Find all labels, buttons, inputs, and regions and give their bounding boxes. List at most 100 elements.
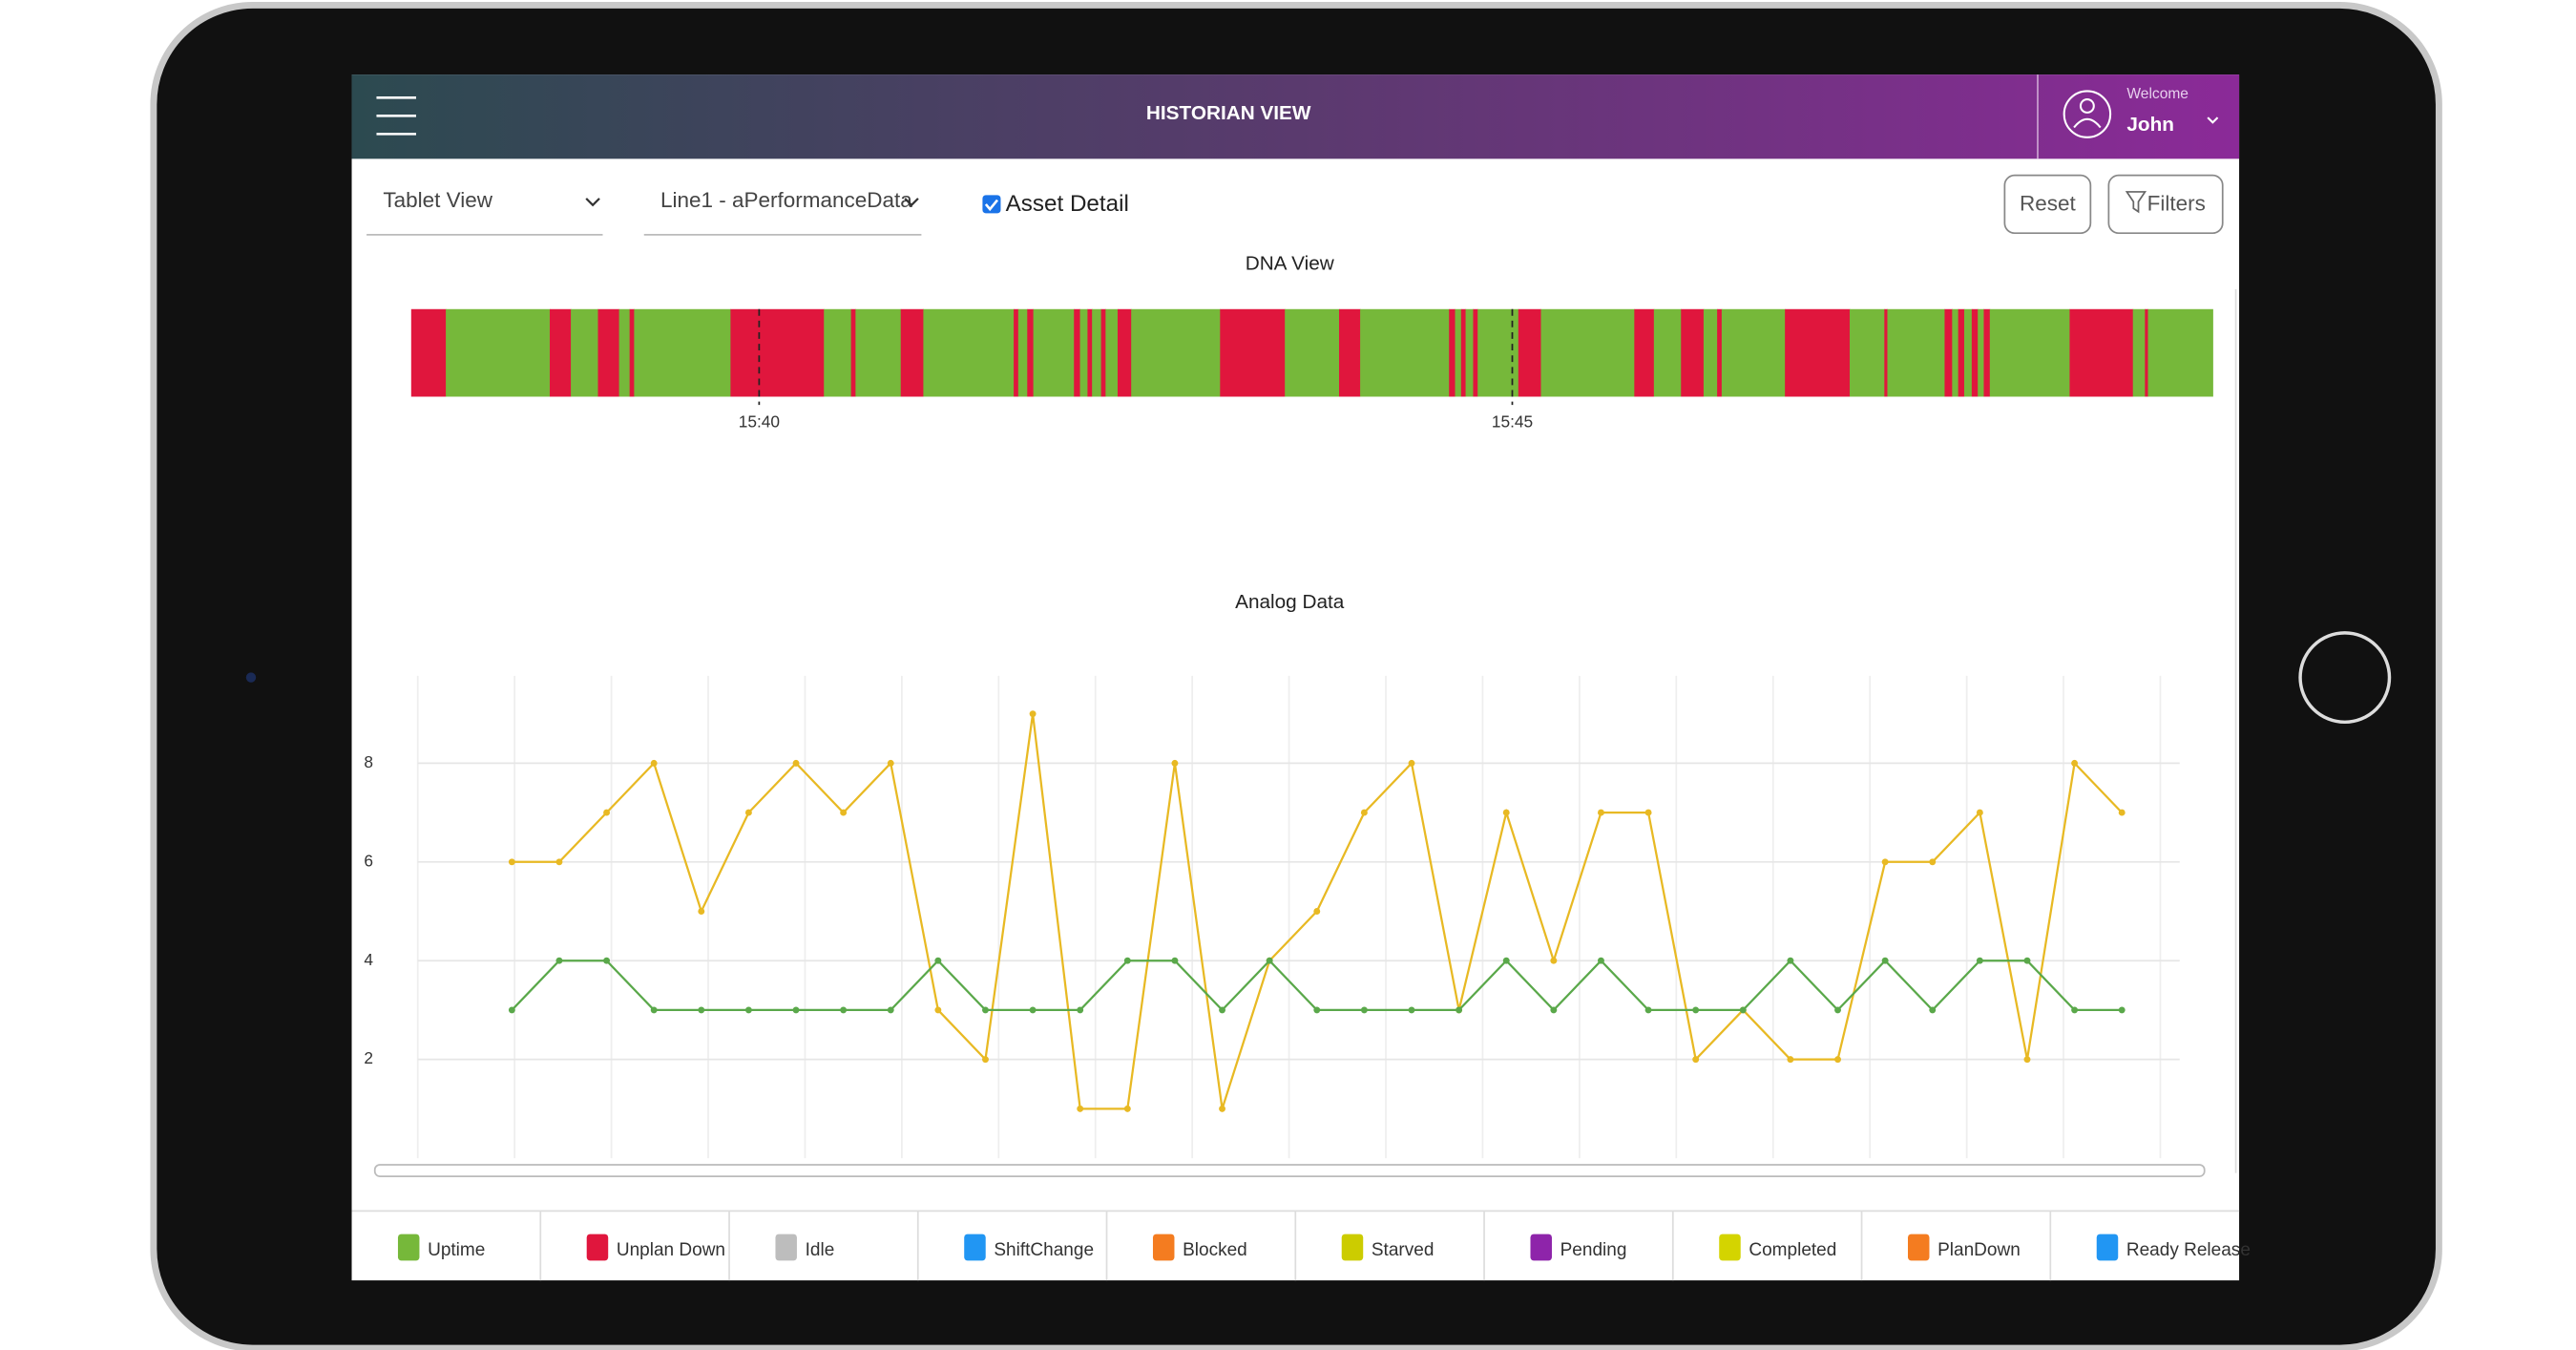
- data-point: [1834, 1006, 1841, 1014]
- data-point: [603, 957, 611, 964]
- dna-segment: [1963, 308, 1973, 397]
- legend-item[interactable]: ShiftChange: [916, 1211, 1094, 1281]
- data-point: [887, 1006, 894, 1014]
- dna-segment: [1473, 308, 1478, 397]
- reset-button[interactable]: Reset: [2003, 174, 2092, 235]
- legend-swatch: [964, 1234, 986, 1261]
- home-button[interactable]: [2298, 631, 2392, 725]
- data-point: [1598, 809, 1604, 816]
- data-point: [1692, 1056, 1700, 1064]
- legend-swatch: [397, 1234, 420, 1261]
- legend-swatch: [1907, 1234, 1930, 1261]
- header-bar: [351, 74, 2240, 159]
- legend-item[interactable]: Pending: [1483, 1211, 1626, 1281]
- dna-segment: [1079, 308, 1088, 397]
- asset-checkbox[interactable]: Asset Detail: [982, 191, 1129, 217]
- dna-segment: [446, 308, 551, 397]
- dna-segment: [1360, 308, 1450, 397]
- legend-label: Completed: [1749, 1240, 1836, 1260]
- dna-segment: [1449, 308, 1456, 397]
- data-point: [1219, 1006, 1226, 1014]
- legend-item[interactable]: Starved: [1294, 1211, 1435, 1281]
- data-point: [1266, 957, 1273, 964]
- data-point: [1219, 1105, 1226, 1112]
- chart-title: Analog Data: [1235, 591, 1345, 613]
- legend-label: Uptime: [428, 1240, 485, 1260]
- data-point: [1644, 1006, 1652, 1014]
- dna-segment: [1455, 308, 1462, 397]
- data-select[interactable]: Line1 - aPerformanceData: [643, 188, 922, 236]
- dna-segment: [1785, 308, 1851, 397]
- data-point: [934, 1006, 942, 1014]
- data-point: [1644, 809, 1652, 816]
- data-point: [1408, 759, 1415, 767]
- dna-segment: [855, 308, 902, 397]
- legend-item[interactable]: PlanDown: [1860, 1211, 2021, 1281]
- dna-segment: [1540, 308, 1635, 397]
- data-select-text: Line1 - aPerformanceData: [660, 188, 912, 212]
- dna-segment: [1105, 308, 1119, 397]
- dna-segment: [1703, 308, 1718, 397]
- dna-segment: [1087, 308, 1093, 397]
- dna-segment: [900, 308, 924, 397]
- data-point: [1929, 1006, 1937, 1014]
- data-point: [1502, 957, 1510, 964]
- legend-item[interactable]: Uptime: [397, 1234, 485, 1261]
- legend-item[interactable]: Idle: [728, 1211, 834, 1281]
- data-point: [1360, 1006, 1368, 1014]
- data-point: [1929, 858, 1937, 866]
- data-point: [2023, 1056, 2031, 1064]
- data-point: [1456, 1006, 1463, 1014]
- legend-item[interactable]: Ready Release: [2049, 1211, 2251, 1281]
- dna-segment: [1634, 308, 1655, 397]
- legend-item[interactable]: Completed: [1671, 1211, 1837, 1281]
- checkbox-label: Asset Detail: [1006, 191, 1129, 217]
- data-point: [650, 1006, 658, 1014]
- user-menu[interactable]: Welcome John: [2063, 86, 2219, 138]
- dna-segment: [1717, 308, 1723, 397]
- data-point: [1171, 957, 1179, 964]
- dna-segment: [1465, 308, 1474, 397]
- y-tick-label: 6: [364, 851, 373, 870]
- data-point: [1550, 957, 1558, 964]
- dna-segment: [1285, 308, 1340, 397]
- view-select[interactable]: Tablet View: [367, 188, 603, 236]
- legend-swatch: [775, 1234, 797, 1261]
- data-point: [698, 1006, 705, 1014]
- legend-item[interactable]: Blocked: [1105, 1211, 1247, 1281]
- legend-label: Blocked: [1183, 1240, 1247, 1260]
- data-point: [887, 759, 894, 767]
- dna-segment: [597, 308, 620, 397]
- dna-segment: [1887, 308, 1945, 397]
- scrollbar-horizontal[interactable]: [373, 1164, 2206, 1177]
- filters-button[interactable]: Filters: [2107, 174, 2224, 235]
- data-point: [1976, 957, 1983, 964]
- dna-segment: [1983, 308, 1991, 397]
- legend-swatch: [2096, 1234, 2119, 1261]
- data-point: [508, 858, 515, 866]
- data-point: [555, 957, 563, 964]
- data-point: [792, 759, 800, 767]
- dna-segment: [850, 308, 856, 397]
- data-point: [2071, 1006, 2079, 1014]
- dna-segment: [1958, 308, 1965, 397]
- data-point: [2023, 957, 2031, 964]
- dna-segment: [618, 308, 631, 397]
- legend-label: Starved: [1372, 1240, 1435, 1260]
- legend: Uptime Unplan Down Idle ShiftChange Blocked S…: [397, 1211, 2251, 1281]
- data-point: [840, 809, 848, 816]
- data-point: [508, 1006, 515, 1014]
- legend-label: Ready Release: [2126, 1240, 2251, 1260]
- dna-segment: [1074, 308, 1081, 397]
- data-point: [744, 809, 752, 816]
- dna-segment: [629, 308, 635, 397]
- data-point: [1313, 908, 1321, 915]
- legend-swatch: [1530, 1234, 1552, 1261]
- dna-segment: [571, 308, 599, 397]
- menu-button[interactable]: [376, 96, 416, 136]
- dna-segment: [1338, 308, 1361, 397]
- legend-item[interactable]: Unplan Down: [539, 1211, 725, 1281]
- x-tick-label: 15:40: [739, 412, 780, 432]
- data-point: [1692, 1006, 1700, 1014]
